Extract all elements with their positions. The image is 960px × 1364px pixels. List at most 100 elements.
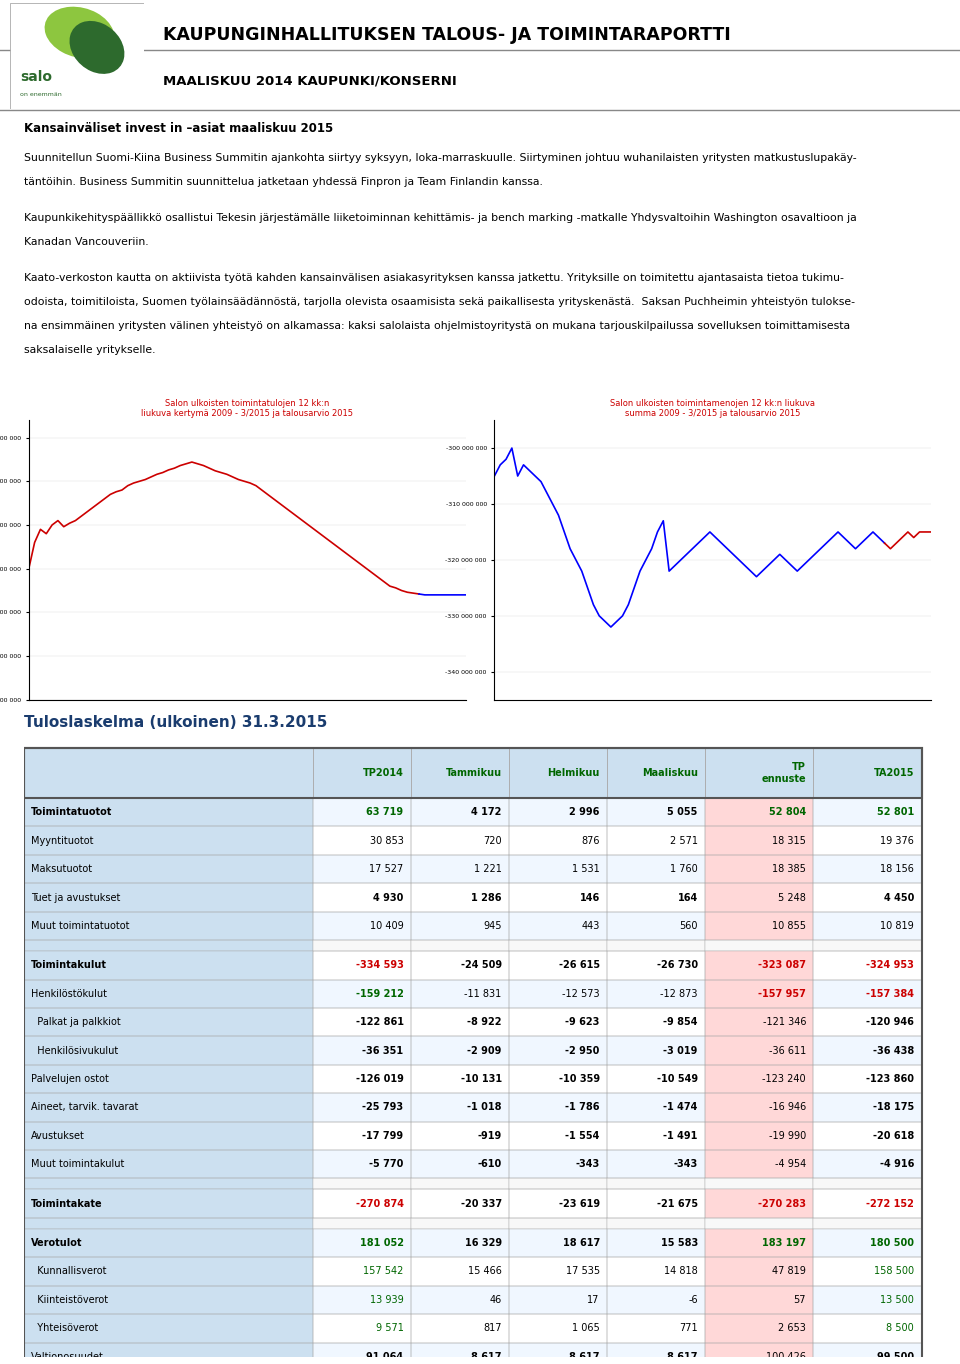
Bar	[607, 1008, 706, 1037]
Bar	[313, 1342, 411, 1364]
Bar	[24, 1314, 313, 1342]
Bar	[24, 1037, 313, 1065]
Bar	[706, 951, 813, 979]
Bar	[607, 979, 706, 1008]
Bar	[509, 747, 607, 798]
Bar	[313, 1121, 411, 1150]
Bar	[706, 911, 813, 940]
Bar	[509, 1342, 607, 1364]
Text: on enemmän: on enemmän	[20, 91, 62, 97]
Bar	[607, 1229, 706, 1258]
Text: 17 527: 17 527	[370, 863, 403, 874]
Text: 63 719: 63 719	[367, 807, 403, 817]
Bar	[24, 951, 313, 979]
Bar	[813, 1342, 922, 1364]
Text: Myyntituotot: Myyntituotot	[32, 836, 94, 846]
Text: 100 426: 100 426	[766, 1352, 806, 1361]
Text: -919: -919	[477, 1131, 502, 1140]
Bar	[706, 747, 813, 798]
Bar	[411, 1150, 509, 1178]
Bar	[706, 1093, 813, 1121]
Bar	[411, 1342, 509, 1364]
Text: -9 854: -9 854	[663, 1018, 698, 1027]
Text: 5 055: 5 055	[667, 807, 698, 817]
Text: 19 376: 19 376	[880, 836, 914, 846]
Bar	[509, 798, 607, 827]
Bar	[813, 798, 922, 827]
Bar	[411, 1258, 509, 1286]
Bar	[411, 827, 509, 855]
Bar	[24, 1286, 313, 1314]
Text: 10 855: 10 855	[772, 921, 806, 930]
Text: -26 730: -26 730	[657, 960, 698, 970]
Bar	[411, 1286, 509, 1314]
Bar	[313, 1229, 411, 1258]
Bar	[313, 1037, 411, 1065]
Text: 91 064: 91 064	[367, 1352, 403, 1361]
Text: Kiinteistöverot: Kiinteistöverot	[32, 1294, 108, 1305]
Bar	[607, 855, 706, 884]
Bar	[509, 1218, 607, 1229]
Text: -26 615: -26 615	[559, 960, 600, 970]
Text: Toimintatuotot: Toimintatuotot	[32, 807, 112, 817]
Text: 443: 443	[582, 921, 600, 930]
Bar	[607, 1178, 706, 1189]
Text: 146: 146	[580, 892, 600, 903]
Bar	[607, 1093, 706, 1121]
Text: -2 909: -2 909	[468, 1046, 502, 1056]
Bar	[24, 1342, 313, 1364]
Bar	[813, 1218, 922, 1229]
Bar	[313, 951, 411, 979]
Bar	[313, 1286, 411, 1314]
Text: -10 359: -10 359	[559, 1073, 600, 1084]
Bar	[509, 1093, 607, 1121]
Bar	[607, 1218, 706, 1229]
Text: Verotulot: Verotulot	[32, 1239, 83, 1248]
Bar	[411, 1229, 509, 1258]
Text: saksalaiselle yritykselle.: saksalaiselle yritykselle.	[24, 345, 156, 356]
Bar	[509, 855, 607, 884]
Text: 10 409: 10 409	[370, 921, 403, 930]
Text: Palvelujen ostot: Palvelujen ostot	[32, 1073, 109, 1084]
Text: 876: 876	[581, 836, 600, 846]
Bar	[411, 747, 509, 798]
Bar	[24, 951, 313, 979]
Text: 4 450: 4 450	[884, 892, 914, 903]
Text: -10 131: -10 131	[461, 1073, 502, 1084]
Bar	[706, 1314, 813, 1342]
Text: TP
ennuste: TP ennuste	[761, 762, 806, 784]
Text: 14 818: 14 818	[664, 1267, 698, 1277]
Text: 158 500: 158 500	[875, 1267, 914, 1277]
Bar	[411, 1189, 509, 1218]
Bar	[706, 855, 813, 884]
Text: odoista, toimitiloista, Suomen työlainsäädännöstä, tarjolla olevista osaamisista: odoista, toimitiloista, Suomen työlainsä…	[24, 297, 855, 307]
Text: MAALISKUU 2014 KAUPUNKI/KONSERNI: MAALISKUU 2014 KAUPUNKI/KONSERNI	[163, 75, 457, 87]
Text: Helmikuu: Helmikuu	[547, 768, 600, 777]
Bar	[24, 1258, 313, 1286]
Text: 46: 46	[490, 1294, 502, 1305]
Bar	[706, 1008, 813, 1037]
Text: 18 156: 18 156	[880, 863, 914, 874]
Bar	[24, 798, 313, 827]
Bar	[509, 1229, 607, 1258]
Bar	[313, 1093, 411, 1121]
Bar	[313, 1229, 411, 1258]
Text: 1 286: 1 286	[471, 892, 502, 903]
Bar	[24, 747, 922, 798]
Title: Salon ulkoisten toimintatulojen 12 kk:n
liukuva kertymä 2009 - 3/2015 ja talousa: Salon ulkoisten toimintatulojen 12 kk:n …	[141, 398, 353, 417]
Bar	[509, 951, 607, 979]
Text: KAUPUNGINHALLITUKSEN TALOUS- JA TOIMINTARAPORTTI: KAUPUNGINHALLITUKSEN TALOUS- JA TOIMINTA…	[163, 26, 731, 44]
Text: TA2015: TA2015	[874, 768, 914, 777]
Bar	[24, 884, 313, 911]
Bar	[509, 1037, 607, 1065]
Text: 15 583: 15 583	[660, 1239, 698, 1248]
Bar	[411, 855, 509, 884]
Bar	[706, 1008, 813, 1037]
Text: -610: -610	[477, 1159, 502, 1169]
Text: Muut toimintatuotot: Muut toimintatuotot	[32, 921, 130, 930]
Bar	[24, 827, 313, 855]
Bar	[706, 1258, 813, 1286]
Bar	[24, 747, 313, 798]
Bar	[813, 979, 922, 1008]
Bar	[411, 1286, 509, 1314]
